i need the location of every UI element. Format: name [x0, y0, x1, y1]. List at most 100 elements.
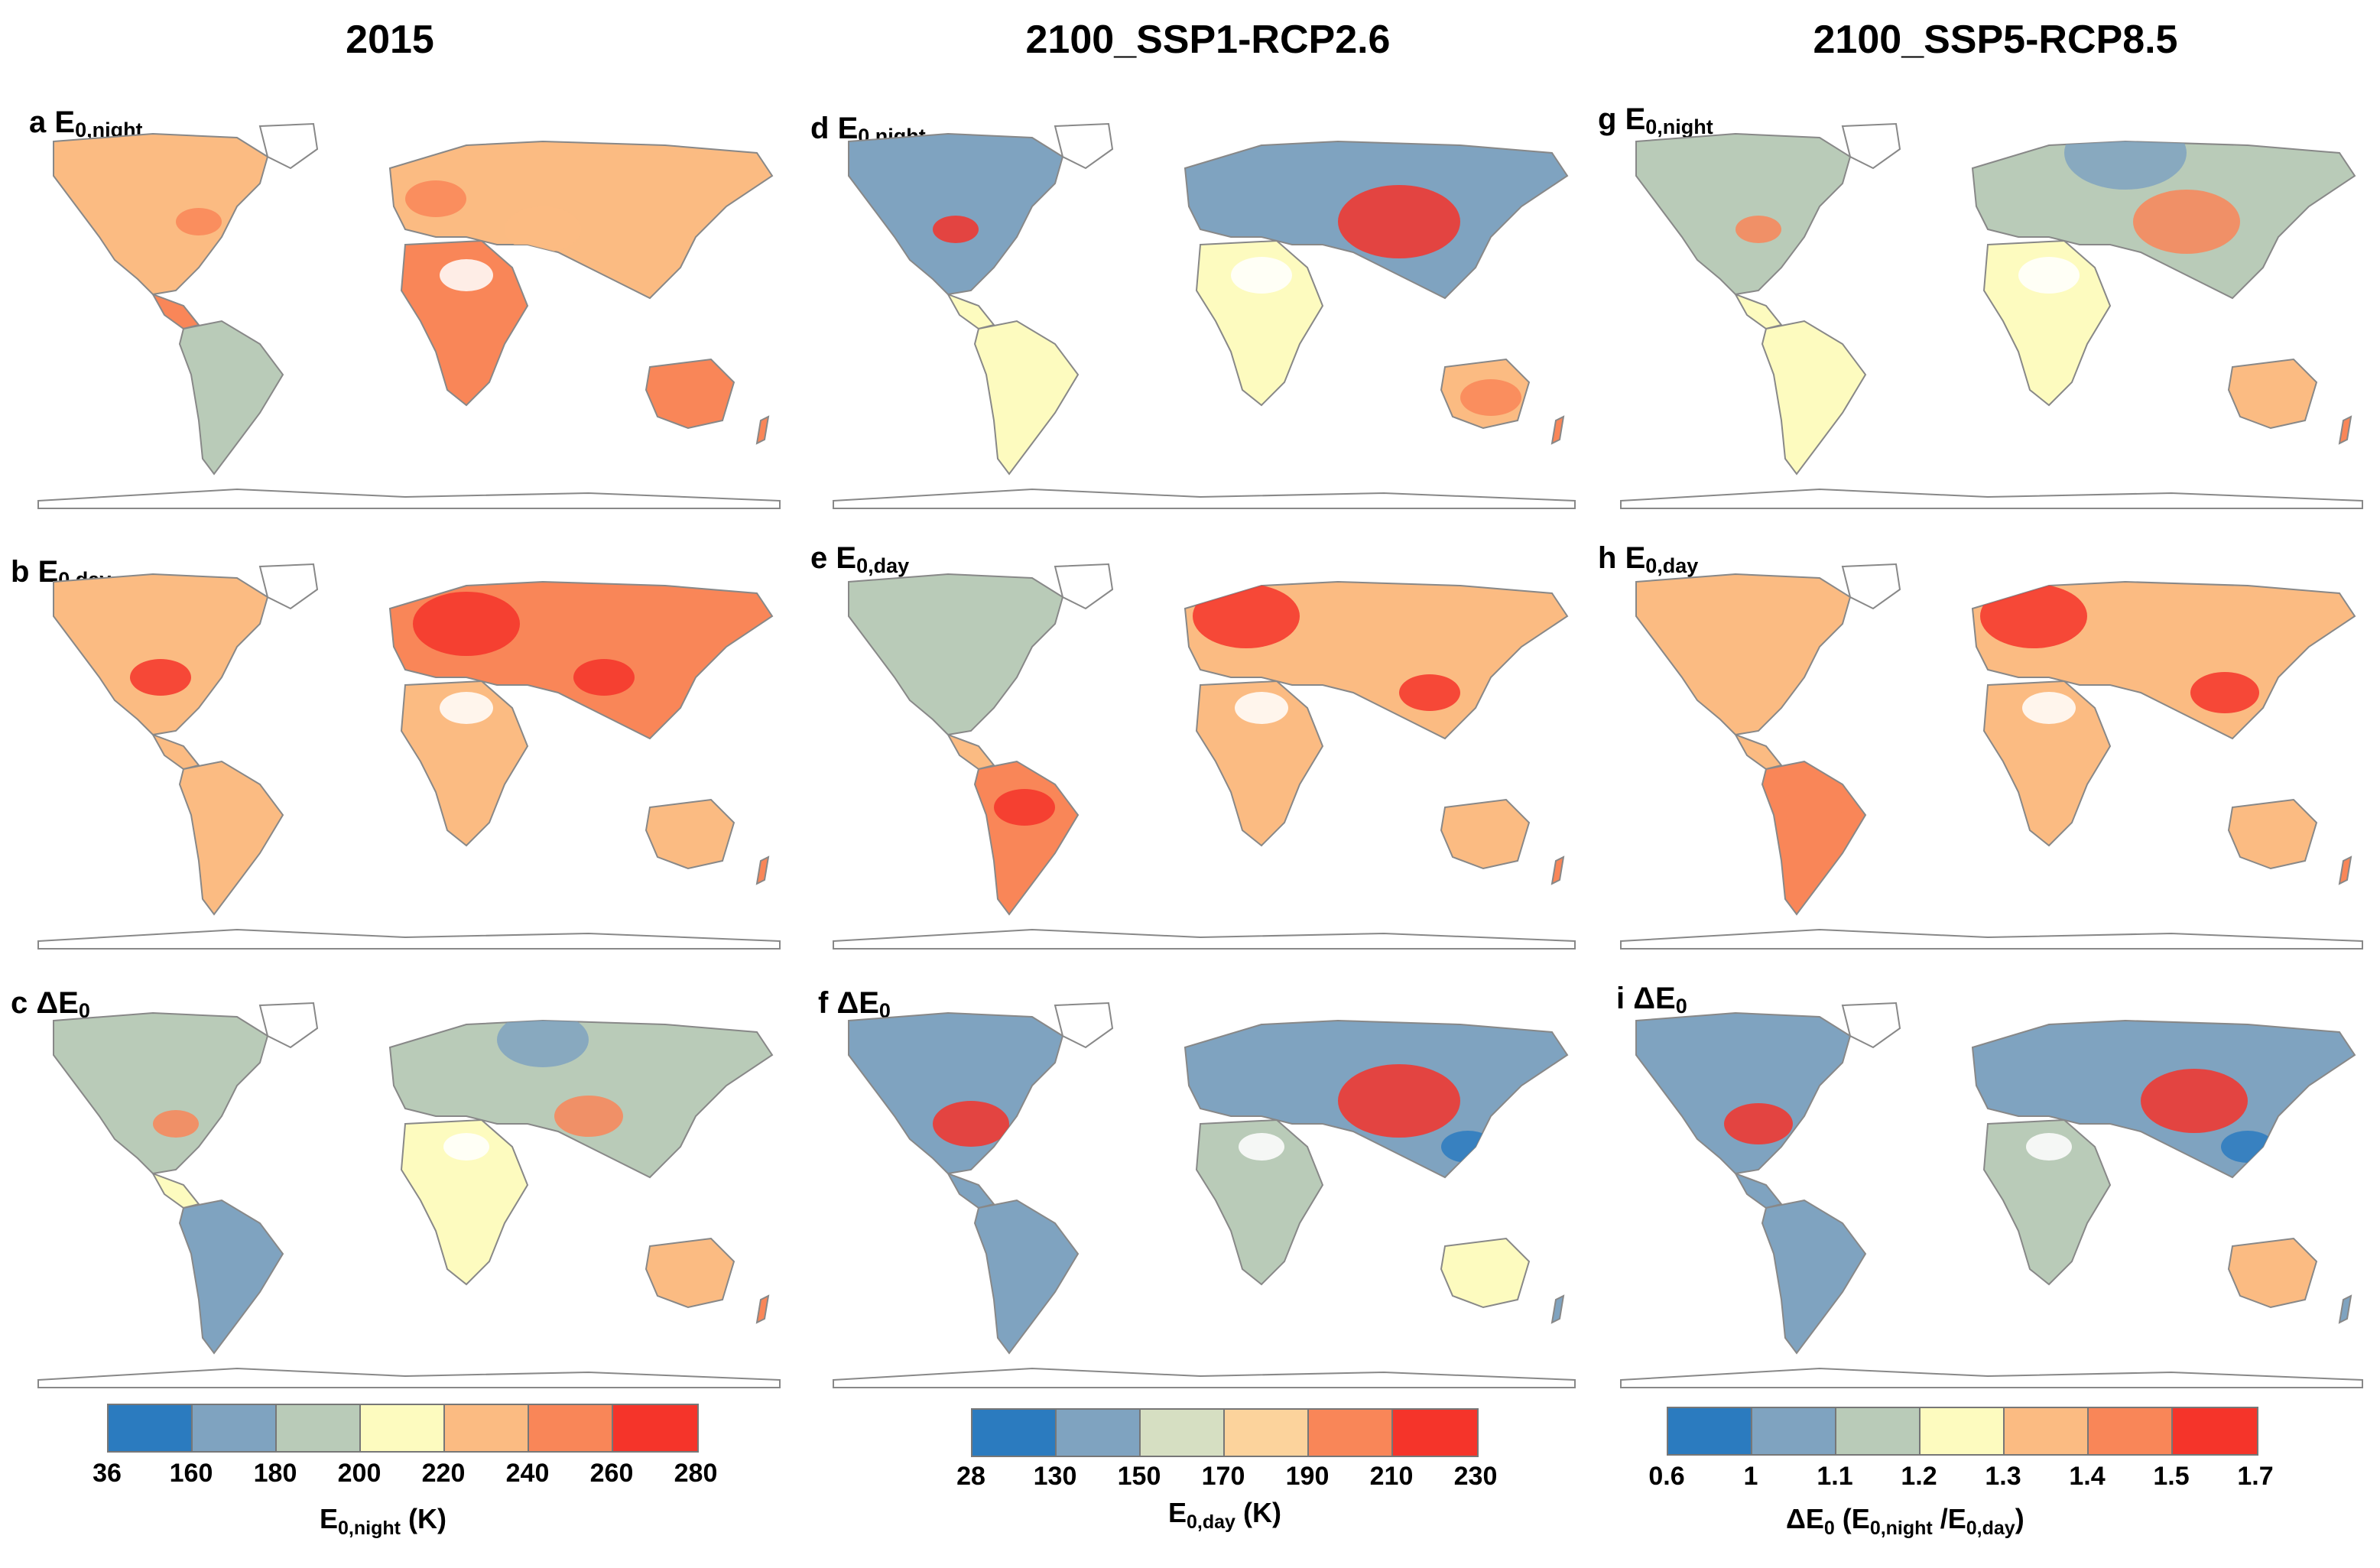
landmass-gr: [1841, 122, 1901, 170]
map-hotspot: [2133, 190, 2240, 254]
colorbar-day-swatch: [1225, 1410, 1309, 1456]
column-title-ssp1: 2100_SSP1-RCP2.6: [1025, 18, 1391, 62]
landmass-nz: [755, 415, 770, 445]
map-hotspot: [1441, 1131, 1495, 1163]
landmass-an: [37, 928, 781, 950]
colorbar-night-swatch: [529, 1405, 613, 1451]
map-panel-i: [1620, 1002, 2363, 1388]
landmass-na: [1635, 1011, 1852, 1175]
colorbar-day: [971, 1408, 1479, 1457]
map-hotspot: [554, 1096, 623, 1137]
map-hotspot: [1239, 1133, 1284, 1161]
landmass-gr: [258, 1002, 319, 1049]
map-hotspot: [2022, 692, 2076, 724]
panel-label-c: c ΔE0: [11, 986, 90, 1022]
map-hotspot: [2221, 1131, 2274, 1163]
map-hotspot: [505, 206, 581, 252]
map-hotspot: [2141, 1069, 2248, 1133]
landmass-au: [1440, 798, 1531, 870]
colorbar-night-tick-label: 260: [589, 1459, 634, 1488]
panel-label-g: g E0,night: [1598, 102, 1713, 138]
colorbar-delta-swatch: [1752, 1408, 1836, 1454]
map-hotspot: [405, 180, 466, 217]
colorbar-night-tick-label: 160: [169, 1459, 213, 1488]
map-panel-d: [833, 122, 1576, 509]
map-hotspot: [933, 216, 979, 243]
panel-label-d: d E0,night: [810, 112, 926, 148]
panel-label-e: e E0,day: [810, 541, 910, 577]
landmass-au: [645, 798, 735, 870]
colorbar-delta-swatch: [2005, 1408, 2089, 1454]
map-hotspot: [1338, 1064, 1460, 1138]
landmass-af: [1195, 239, 1324, 407]
landmass-af: [1195, 680, 1324, 847]
map-hotspot: [443, 1133, 489, 1161]
map-hotspot: [1980, 584, 2087, 648]
landmass-ca: [1733, 293, 1783, 330]
landmass-an: [833, 488, 1576, 509]
landmass-nz: [2338, 855, 2352, 885]
landmass-na: [53, 573, 269, 736]
colorbar-night-title: E0,night (K): [320, 1503, 446, 1539]
landmass-au: [2227, 798, 2318, 870]
landmass-sa: [973, 320, 1080, 476]
colorbar-delta-swatch: [1668, 1408, 1752, 1454]
landmass-af: [1982, 680, 2112, 847]
map-hotspot: [130, 659, 191, 696]
map-hotspot: [153, 1110, 199, 1138]
map-hotspot: [497, 1012, 589, 1067]
landmass-sa: [1761, 760, 1867, 916]
colorbar-night-tick-label: 36: [93, 1459, 122, 1488]
landmass-an: [1620, 488, 2363, 509]
landmass-an: [833, 1367, 1576, 1388]
colorbar-night-ticks: 36 160 180 200 220 240 260 280: [93, 1459, 717, 1492]
landmass-sa: [178, 320, 284, 476]
map-hotspot: [2190, 672, 2259, 713]
colorbar-delta-swatch: [2089, 1408, 2173, 1454]
map-panel-f: [833, 1002, 1576, 1388]
colorbar-delta-tick-label: 1: [1743, 1462, 1758, 1491]
colorbar-day-ticks: 28 130 150 170 190 210 230: [956, 1462, 1497, 1495]
landmass-af: [1982, 239, 2112, 407]
map-hotspot: [2064, 124, 2187, 190]
landmass-af: [1982, 1118, 2112, 1286]
map-hotspot: [2026, 1133, 2072, 1161]
map-panel-b: [37, 563, 781, 950]
colorbar-delta-ticks: 0.6 1 1.1 1.2 1.3 1.4 1.5 1.7: [1648, 1462, 2273, 1495]
colorbar-day-tick-label: 150: [1117, 1462, 1161, 1491]
landmass-ca: [1733, 1172, 1783, 1209]
colorbar-delta-tick-label: 1.4: [2069, 1462, 2106, 1491]
map-panel-h: [1620, 563, 2363, 950]
colorbar-day-swatch: [1309, 1410, 1393, 1456]
landmass-af: [400, 239, 529, 407]
landmass-ca: [946, 293, 995, 330]
colorbar-delta-swatch: [2173, 1408, 2257, 1454]
map-panel-g: [1620, 122, 2363, 509]
landmass-gr: [1054, 122, 1114, 170]
landmass-au: [2227, 358, 2318, 430]
landmass-au: [1440, 1237, 1531, 1309]
landmass-gr: [1054, 563, 1114, 610]
landmass-au: [645, 358, 735, 430]
colorbar-night-tick-label: 280: [674, 1459, 718, 1488]
colorbar-delta-title: ΔE0 (E0,night /E0,day): [1786, 1503, 2024, 1539]
colorbar-delta-tick-label: 1.3: [1985, 1462, 2021, 1491]
map-panel-c: [37, 1002, 781, 1388]
colorbar-day-swatch: [972, 1410, 1057, 1456]
panel-label-h: h E0,day: [1598, 541, 1699, 577]
colorbar-night-swatch: [613, 1405, 697, 1451]
map-hotspot: [1399, 674, 1460, 711]
map-hotspot: [933, 1101, 1009, 1147]
colorbar-delta: [1667, 1407, 2258, 1456]
landmass-gr: [258, 122, 319, 170]
map-hotspot: [440, 259, 493, 291]
landmass-gr: [1841, 1002, 1901, 1049]
landmass-nz: [755, 1294, 770, 1324]
map-hotspot: [1781, 789, 1843, 826]
colorbar-night-swatch: [109, 1405, 193, 1451]
map-hotspot: [413, 592, 520, 656]
map-hotspot: [2018, 257, 2080, 294]
landmass-ca: [151, 733, 200, 771]
colorbar-day-tick-label: 210: [1369, 1462, 1414, 1491]
map-hotspot: [1231, 257, 1292, 294]
